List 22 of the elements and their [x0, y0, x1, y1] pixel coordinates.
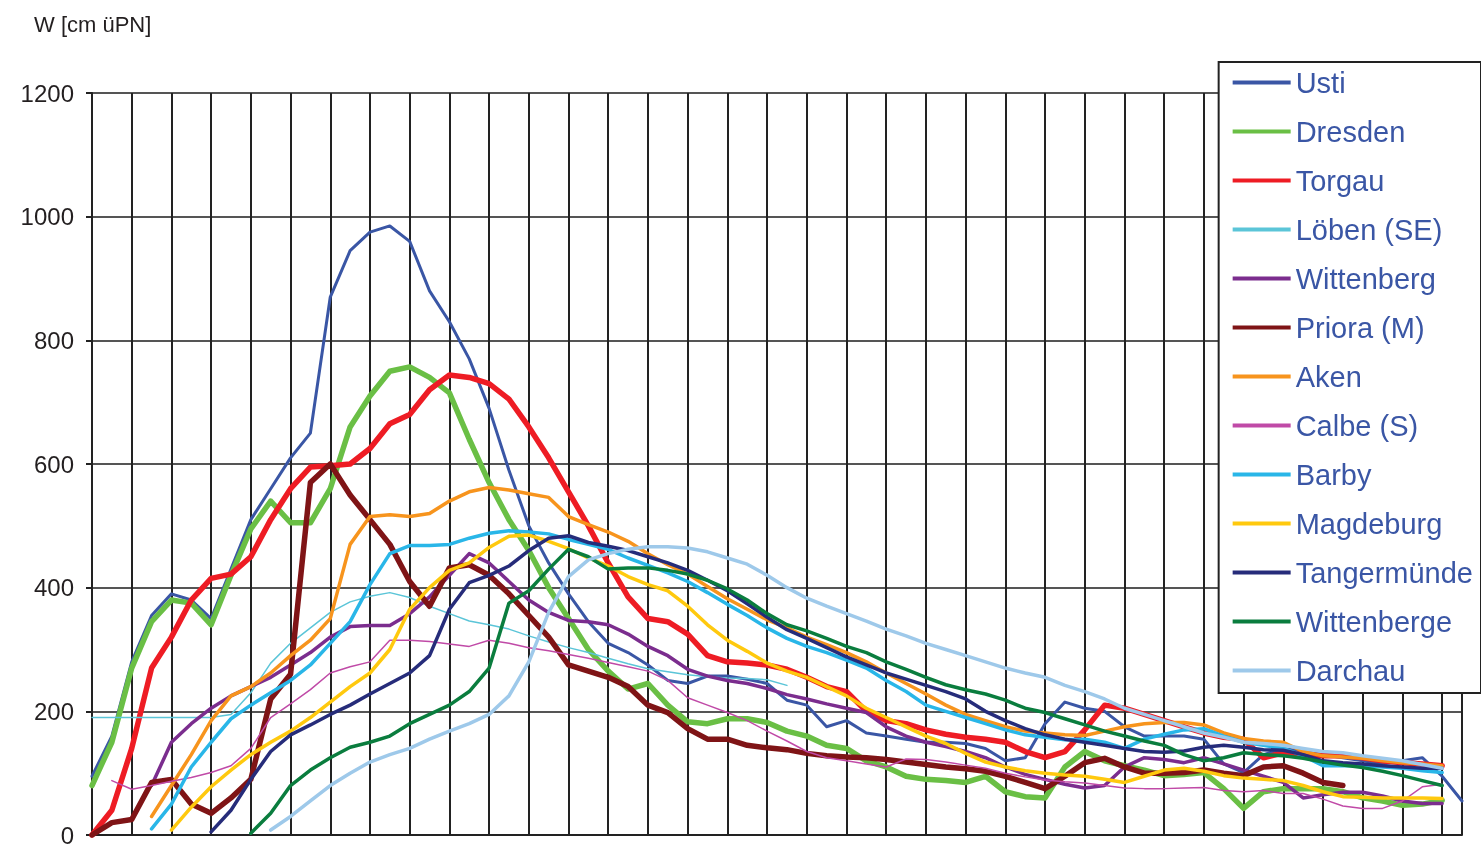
legend-label: Wittenberge: [1295, 605, 1453, 638]
y-tick-label: 800: [33, 326, 74, 354]
y-axis-title: W [cm üPN]: [34, 11, 152, 37]
legend-label: Wittenberg: [1295, 262, 1436, 295]
y-tick-label: 400: [33, 574, 74, 602]
legend-label: Löben (SE): [1295, 213, 1443, 246]
y-tick-label: 1200: [20, 79, 74, 107]
legend-label: Torgau: [1295, 164, 1385, 197]
legend-label: Aken: [1295, 360, 1362, 393]
legend-label: Priora (M): [1295, 311, 1425, 344]
line-series: [91, 591, 788, 719]
y-tick-label: 1000: [20, 203, 74, 231]
legend-label: Darchau: [1295, 654, 1406, 687]
legend-label: Dresden: [1295, 115, 1406, 148]
legend-label: Usti: [1295, 66, 1346, 99]
legend-label: Calbe (S): [1295, 409, 1419, 442]
y-tick-label: 600: [33, 450, 74, 478]
legend-label: Barby: [1295, 458, 1372, 491]
y-tick-label: 0: [60, 821, 74, 847]
legend-label: Tangermünde: [1295, 556, 1473, 589]
y-tick-label: 200: [33, 697, 74, 725]
legend-label: Magdeburg: [1295, 507, 1443, 540]
